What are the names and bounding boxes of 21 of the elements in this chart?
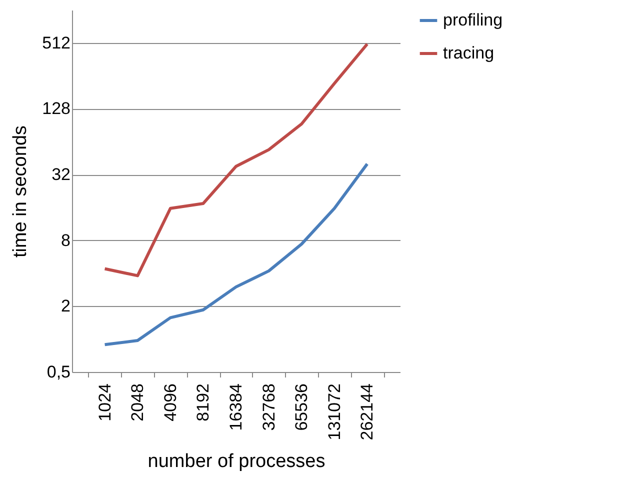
- y-tick-label: 8: [61, 230, 70, 250]
- x-tick-label: 1024: [95, 384, 114, 422]
- x-tick-label: 32768: [259, 384, 278, 431]
- x-tick-label: 2048: [128, 384, 148, 422]
- x-tick-label: 65536: [292, 384, 312, 431]
- y-tick-label: 0,5: [46, 362, 70, 382]
- y-tick-label: 2: [61, 296, 70, 316]
- y-tick-label: 512: [42, 33, 70, 52]
- legend-label: profiling: [443, 10, 503, 30]
- x-tick-label: 8192: [194, 384, 213, 422]
- x-tick-label: 262144: [358, 384, 377, 440]
- x-tick-label: 131072: [324, 384, 344, 440]
- legend-label: tracing: [443, 44, 494, 62]
- y-tick-label: 32: [52, 165, 70, 184]
- y-axis-title: time in seconds: [10, 125, 32, 258]
- x-tick-label: 4096: [160, 384, 180, 422]
- x-axis-title: number of processes: [148, 451, 326, 472]
- y-tick-label: 128: [42, 99, 70, 118]
- line-series: [103, 162, 369, 346]
- line-series: [103, 42, 369, 278]
- x-tick-label: 16384: [226, 384, 246, 431]
